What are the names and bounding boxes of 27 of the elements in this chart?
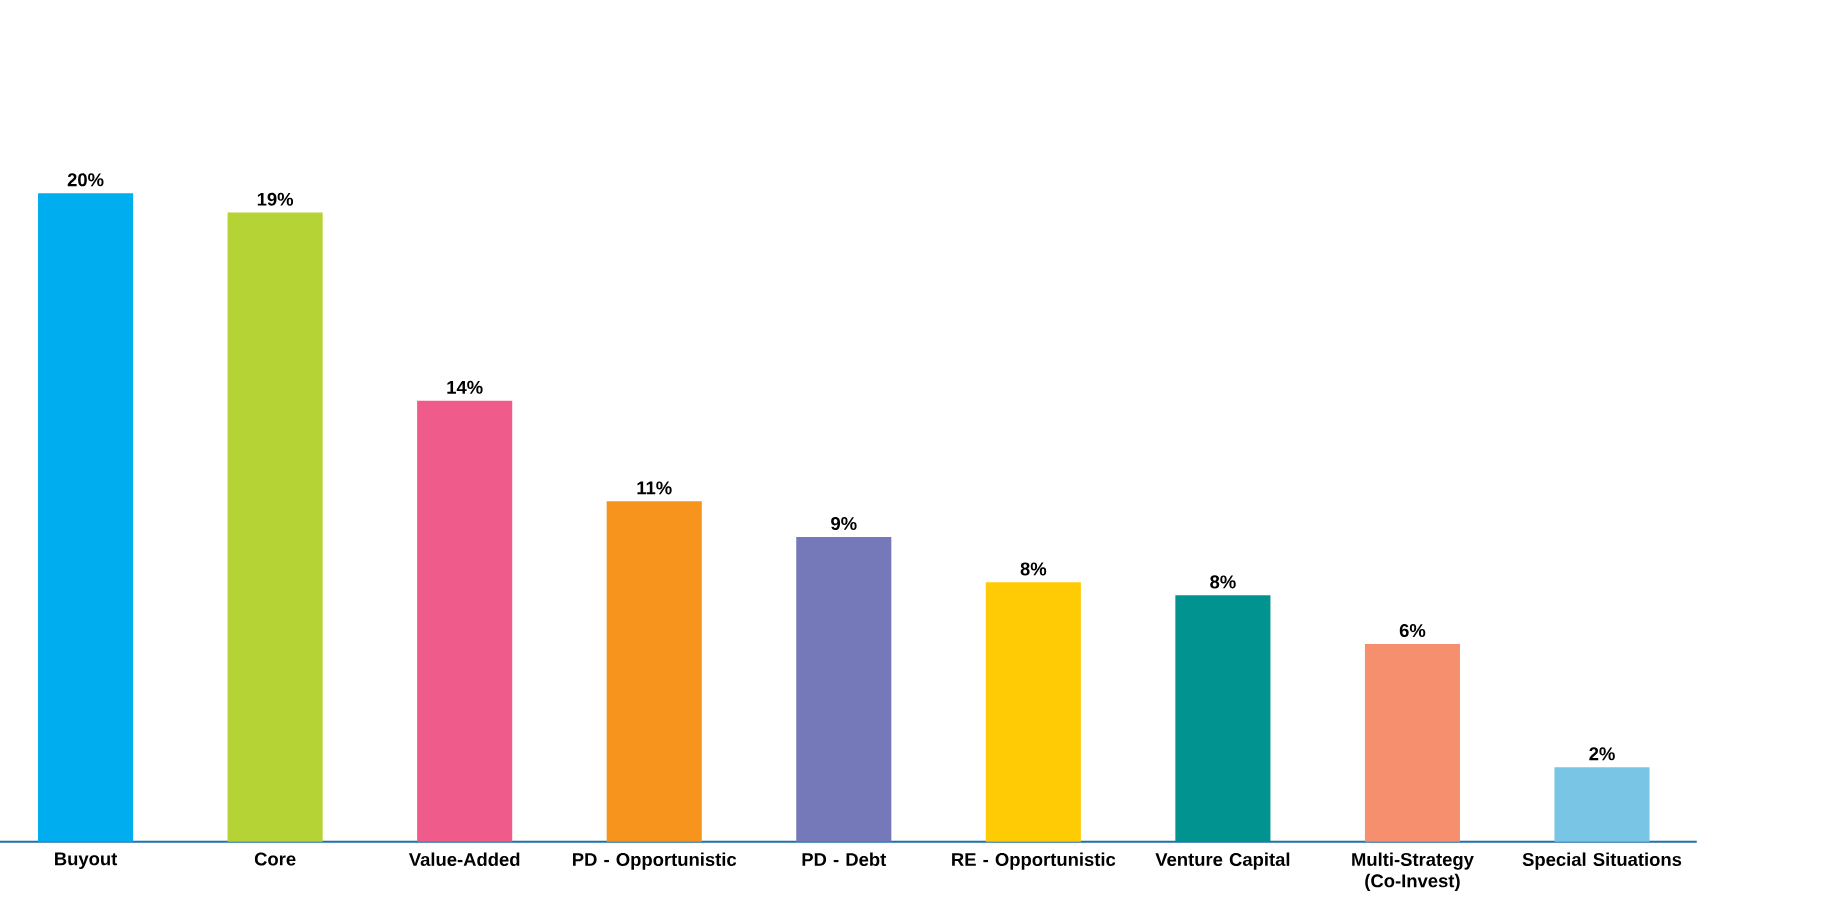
data-label: 2% <box>1589 747 1615 761</box>
data-label: 14% <box>447 380 483 394</box>
data-label: 9% <box>831 517 857 531</box>
bar <box>985 582 1081 842</box>
x-tick-label: Multi-Strategy (Co-Invest) <box>1352 852 1474 892</box>
x-tick-label: RE - Opportunistic <box>952 852 1116 870</box>
x-tick-label: Value-Added <box>408 852 520 867</box>
bar <box>417 400 513 842</box>
data-label: 11% <box>637 481 672 495</box>
bar <box>606 501 702 842</box>
bar <box>1364 643 1461 842</box>
bar <box>796 536 892 842</box>
x-tick-label: PD - Opportunistic <box>573 852 737 870</box>
x-tick-label: PD - Debt <box>802 852 887 867</box>
bar <box>38 193 134 842</box>
x-tick-label: Venture Capital <box>1155 852 1290 870</box>
bar <box>1554 767 1650 842</box>
data-label: 20% <box>67 173 104 187</box>
data-label: 6% <box>1399 624 1426 638</box>
x-tick-label: Core <box>254 852 296 866</box>
bar <box>227 212 323 842</box>
data-label: 19% <box>257 192 294 206</box>
data-label: 8% <box>1210 575 1236 589</box>
data-label: 8% <box>1020 562 1047 576</box>
bar <box>1175 595 1271 842</box>
x-tick-label: Special Situations <box>1522 852 1682 870</box>
x-tick-label: Buyout <box>55 852 118 869</box>
